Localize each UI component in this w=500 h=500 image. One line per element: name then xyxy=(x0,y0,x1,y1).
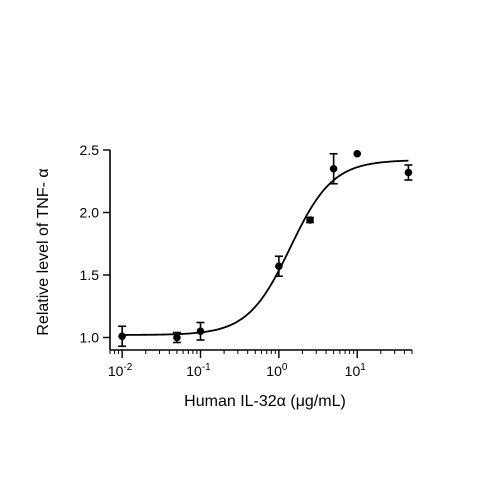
data-point xyxy=(404,168,413,177)
x-axis-label: Human IL-32α (μg/mL) xyxy=(184,393,346,410)
y-axis-label: Relative level of TNF- α xyxy=(35,168,52,335)
data-point xyxy=(196,327,205,336)
y-tick-label: 1.0 xyxy=(80,330,100,346)
data-point xyxy=(353,149,362,158)
y-tick-label: 1.5 xyxy=(80,267,100,283)
x-tick-label: 10-1 xyxy=(186,362,211,379)
x-axis-ticks: 10-2 10-1 100 101 xyxy=(108,350,366,379)
x-tick-label: 100 xyxy=(266,362,288,379)
x-tick-label: 101 xyxy=(345,362,367,379)
data-points xyxy=(118,149,413,342)
y-tick-label: 2.0 xyxy=(80,205,100,221)
data-point xyxy=(306,216,314,224)
error-bars xyxy=(118,152,413,348)
data-point xyxy=(118,332,126,341)
y-axis-ticks: 1.0 1.5 2.0 2.5 xyxy=(80,142,110,346)
data-point xyxy=(329,164,338,173)
fit-curve xyxy=(122,159,409,336)
data-point xyxy=(275,262,283,271)
y-tick-label: 2.5 xyxy=(80,142,100,158)
data-point xyxy=(173,333,181,342)
x-tick-label: 10-2 xyxy=(108,362,133,379)
